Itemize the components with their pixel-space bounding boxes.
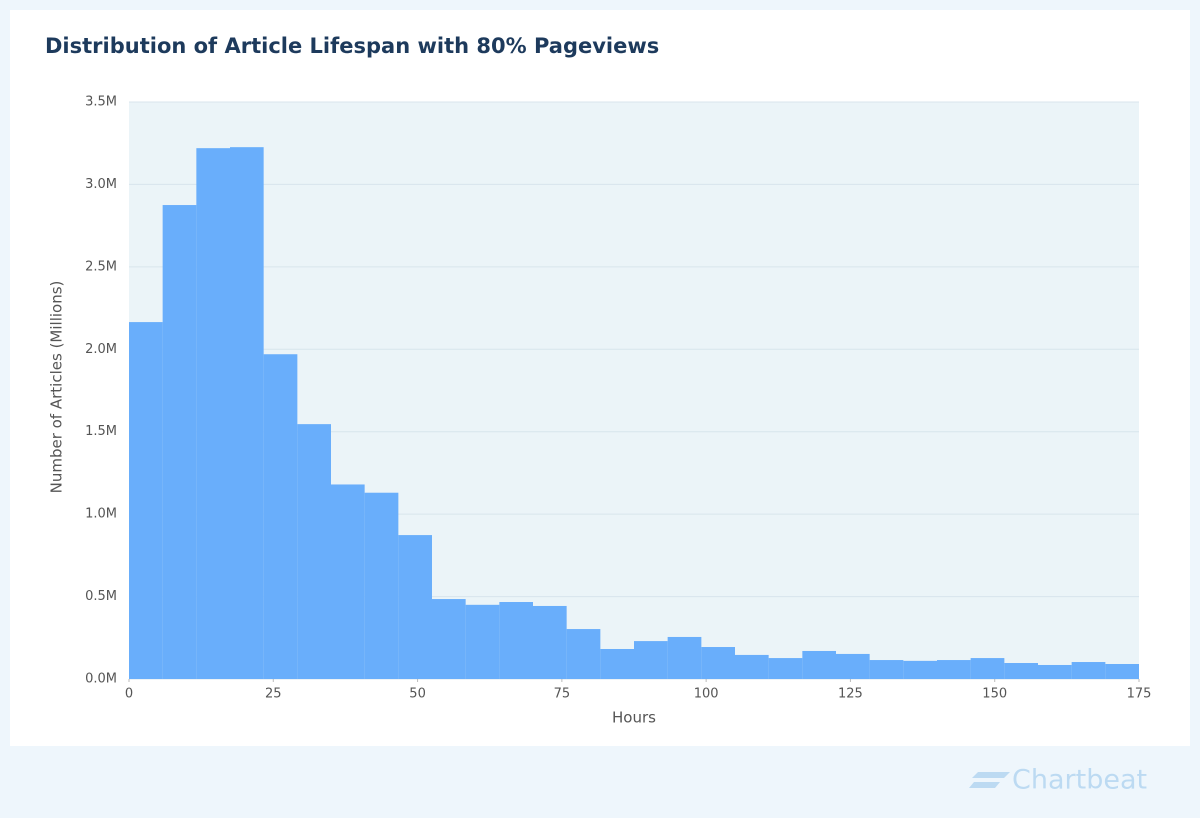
bar xyxy=(869,660,904,679)
bar xyxy=(634,641,668,679)
bar xyxy=(1004,663,1038,679)
bar xyxy=(1038,664,1072,679)
y-tick-label: 1.0M xyxy=(85,507,117,522)
bar xyxy=(836,653,870,679)
bar xyxy=(263,354,298,679)
y-tick-label: 2.5M xyxy=(85,259,117,274)
bar xyxy=(499,602,533,679)
bar xyxy=(1071,662,1106,679)
y-tick-label: 0.5M xyxy=(85,589,117,604)
y-tick-label: 0.0M xyxy=(85,672,117,687)
bar xyxy=(1105,663,1139,679)
x-tick-label: 150 xyxy=(982,687,1007,702)
bar xyxy=(667,636,702,679)
bar xyxy=(364,492,399,679)
bar xyxy=(331,484,365,679)
bar xyxy=(903,660,937,679)
bar xyxy=(735,654,769,679)
bar xyxy=(701,647,735,679)
bar xyxy=(970,658,1005,679)
y-tick-label: 1.5M xyxy=(85,424,117,439)
y-tick-label: 3.0M xyxy=(85,177,117,192)
bar xyxy=(465,604,500,679)
bar xyxy=(432,599,466,679)
chart-title: Distribution of Article Lifespan with 80… xyxy=(45,34,659,58)
x-tick-label: 125 xyxy=(838,687,863,702)
x-tick-label: 25 xyxy=(265,687,282,702)
bar xyxy=(937,660,971,679)
brand-name: Chartbeat xyxy=(1012,765,1147,796)
y-axis-label: Number of Articles (Millions) xyxy=(48,281,66,494)
bar xyxy=(768,658,803,679)
bar xyxy=(600,648,634,679)
bar xyxy=(566,629,601,679)
brand-logo: Chartbeat xyxy=(969,765,1147,796)
x-tick-label: 100 xyxy=(694,687,719,702)
x-tick-label: 175 xyxy=(1127,687,1152,702)
bar xyxy=(802,650,836,679)
x-tick-label: 75 xyxy=(554,687,571,702)
x-axis-label: Hours xyxy=(612,709,656,727)
logo-mark xyxy=(969,772,1010,788)
x-tick-label: 0 xyxy=(125,687,133,702)
bar xyxy=(398,535,432,679)
bar xyxy=(129,322,163,679)
bar xyxy=(162,205,197,680)
bar xyxy=(533,605,567,679)
y-tick-label: 3.5M xyxy=(85,95,117,110)
bar xyxy=(297,424,331,679)
bar xyxy=(230,147,264,680)
y-tick-label: 2.0M xyxy=(85,342,117,357)
bar xyxy=(196,148,230,679)
x-tick-label: 50 xyxy=(409,687,426,702)
